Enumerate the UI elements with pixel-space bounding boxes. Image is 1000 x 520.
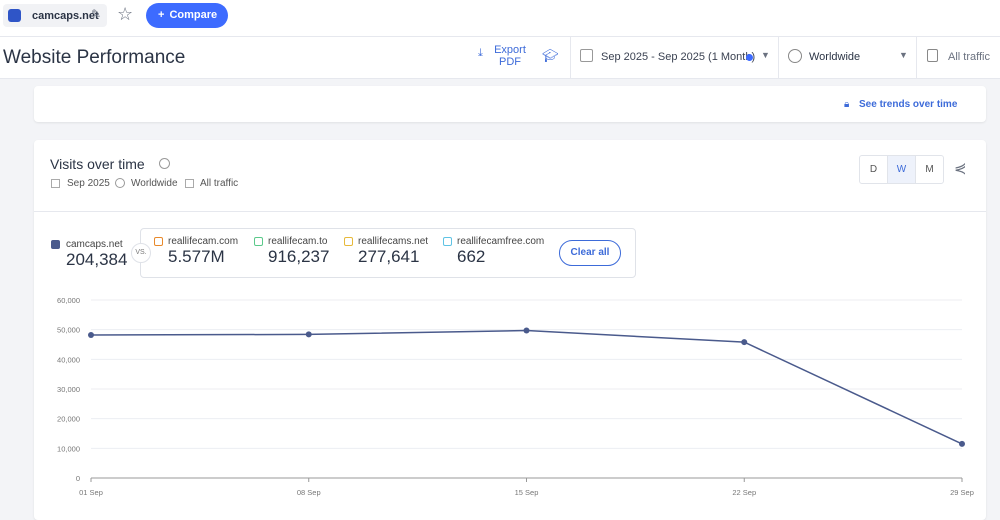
competitor-value: 916,237: [268, 247, 330, 266]
region[interactable]: Worldwide: [809, 51, 861, 63]
dropdown-caret[interactable]: ▼: [899, 50, 908, 60]
main-site: camcaps.net: [66, 239, 123, 250]
competitor-checkbox[interactable]: [443, 237, 452, 246]
x-tick-label: 08 Sep: [297, 488, 321, 497]
academy-icon[interactable]: 🎓︎: [542, 48, 559, 63]
separator: [916, 37, 917, 78]
y-tick-label: 40,000: [57, 355, 80, 364]
separator: [778, 37, 779, 78]
export-pdf[interactable]: Export PDF: [494, 44, 526, 68]
competitor-checkbox[interactable]: [154, 237, 163, 246]
y-tick-label: 20,000: [57, 415, 80, 424]
site-icon: [8, 9, 21, 22]
card-traffic: All traffic: [200, 178, 239, 189]
calendar-icon: [580, 49, 593, 62]
compare-label: Compare: [169, 9, 218, 21]
date-range[interactable]: Sep 2025 - Sep 2025 (1 Month): [601, 51, 756, 63]
card-title: Visits over time: [50, 156, 145, 172]
granularity-option[interactable]: W: [887, 156, 915, 183]
date-dot: [746, 54, 753, 61]
data-point: [741, 339, 748, 346]
calendar-icon: [51, 179, 60, 188]
download-icon: ⤓: [478, 47, 483, 59]
competitor-name: reallifecams.net: [358, 236, 429, 247]
x-tick-label: 29 Sep: [950, 488, 974, 497]
devices-icon: [185, 179, 194, 188]
competitor-checkbox[interactable]: [344, 237, 353, 246]
info-icon[interactable]: [159, 158, 170, 169]
top-bar: camcaps.net ✎ ☆ + Compare: [0, 0, 1000, 37]
data-point: [523, 327, 530, 334]
data-point: [305, 331, 312, 338]
granularity-option[interactable]: D: [869, 164, 878, 175]
vs-badge: VS.: [131, 243, 151, 263]
card-region: Worldwide: [131, 178, 178, 189]
competitor-name: reallifecam.to: [268, 236, 328, 247]
devices-icon: [927, 49, 938, 62]
data-point: [88, 332, 94, 339]
divider: [34, 211, 986, 212]
main-value: 204,384: [66, 250, 128, 269]
competitor-value: 277,641: [358, 247, 420, 266]
data-point: [959, 440, 965, 447]
globe-icon: [115, 178, 125, 188]
competitor-checkbox[interactable]: [254, 237, 263, 246]
x-tick-label: 22 Sep: [732, 488, 756, 497]
series-line: [90, 329, 963, 445]
site-name: camcaps.net: [32, 10, 99, 22]
granularity-option[interactable]: M: [915, 156, 943, 183]
competitor-name: reallifecam.com: [168, 236, 239, 247]
share-icon[interactable]: ⋞: [954, 160, 967, 177]
y-tick-label: 30,000: [57, 385, 80, 394]
traffic[interactable]: All traffic: [948, 51, 990, 63]
y-tick-label: 50,000: [57, 326, 80, 335]
edit-icon: ✎: [91, 7, 102, 21]
competitor-name: reallifecamfree.com: [457, 236, 545, 247]
main-checkbox[interactable]: [51, 240, 60, 249]
chart: 0 10,000 20,000 30,000 40,000 50,000 60,000 01 …: [57, 296, 974, 497]
lock-icon: 🔒︎: [844, 99, 850, 110]
trends-link[interactable]: See trends over time: [859, 99, 958, 110]
dropdown-caret[interactable]: ▼: [761, 50, 770, 60]
competitor-value: 5.577M: [168, 247, 225, 266]
clear-all[interactable]: Clear all: [559, 240, 621, 266]
y-tick-label: 10,000: [57, 444, 80, 453]
x-tick-label: 15 Sep: [515, 488, 539, 497]
card-date: Sep 2025: [67, 178, 110, 189]
x-tick-label: 01 Sep: [79, 488, 103, 497]
page-title: Website Performance: [3, 47, 186, 68]
y-tick-label: 60,000: [57, 296, 80, 305]
competitor-value: 662: [457, 247, 486, 266]
site-chip[interactable]: camcaps.net ✎: [3, 4, 107, 27]
separator: [570, 37, 571, 78]
star-icon[interactable]: ☆: [117, 4, 134, 24]
header: Website Performance ⤓ Export PDF 🎓︎ Sep …: [0, 37, 1000, 79]
y-tick-label: 0: [76, 474, 80, 483]
compare-button[interactable]: + Compare: [146, 3, 228, 28]
trends-card: 🔒︎ See trends over time: [34, 86, 986, 122]
plus-icon: +: [158, 9, 165, 21]
globe-icon: [788, 49, 802, 63]
